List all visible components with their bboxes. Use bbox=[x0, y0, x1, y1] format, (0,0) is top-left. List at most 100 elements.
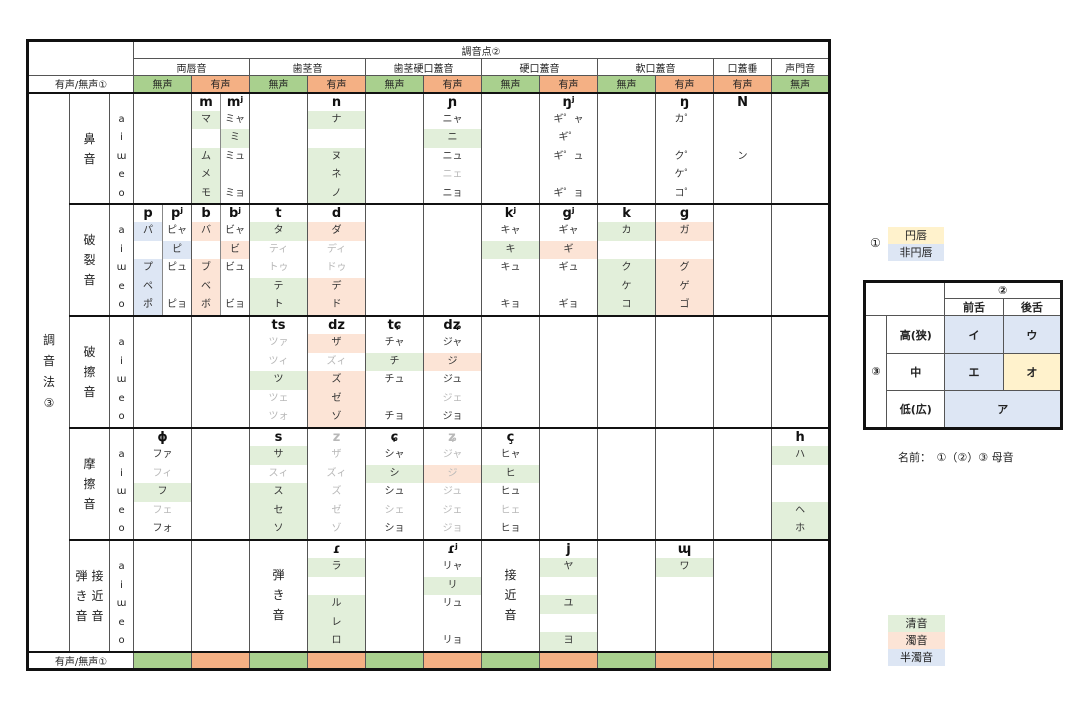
voicing-label: 有声/無声① bbox=[26, 75, 135, 94]
kana: ゾ bbox=[331, 523, 342, 535]
kana: ワ bbox=[656, 558, 713, 577]
kana: ゲ bbox=[656, 277, 713, 297]
ipa-symbol: dʑ bbox=[443, 318, 462, 334]
phoneme: pʲ ピャピピュ ピョ bbox=[162, 206, 191, 316]
ipa-symbol: N bbox=[737, 94, 748, 110]
phoneme-cell-r4c5: ɾʲ リャリリュ リョ bbox=[423, 539, 483, 653]
manner-label-4: 弾き音 接近音 bbox=[69, 539, 110, 653]
kana: モ bbox=[192, 184, 221, 204]
vowel-label: a bbox=[118, 225, 125, 237]
kana: キ bbox=[482, 240, 539, 260]
footer-voicing-5 bbox=[423, 650, 483, 670]
kana: ヒャ bbox=[500, 449, 521, 461]
kana: コ bbox=[598, 296, 655, 315]
phoneme-cell-r3c3: z ザズィズゼゾ bbox=[307, 427, 367, 541]
place-5: 口蓋垂 bbox=[713, 58, 773, 77]
kana: リ bbox=[424, 576, 481, 596]
ipa-symbol: ŋʲ bbox=[562, 94, 575, 110]
kana: ビョ bbox=[225, 299, 246, 311]
ipa-symbol: ŋ bbox=[679, 94, 690, 110]
kana: ショ bbox=[384, 523, 405, 535]
kana: チュ bbox=[384, 374, 405, 386]
ipa-symbol: s bbox=[274, 430, 283, 446]
kana bbox=[599, 241, 655, 260]
phoneme-cell-r0c6 bbox=[481, 91, 541, 205]
manner-char: 弾 bbox=[272, 568, 285, 583]
kana bbox=[367, 390, 423, 409]
legend-semi-voiced: 半濁音 bbox=[888, 649, 945, 666]
kana: ティ bbox=[268, 243, 289, 255]
manner-char: 破 bbox=[83, 233, 96, 248]
ipa-symbol: k bbox=[622, 206, 631, 222]
phoneme: mʲ ミャミミュ ミョ bbox=[220, 94, 249, 204]
kana: ム bbox=[192, 147, 221, 167]
phoneme-cell-r0c0 bbox=[133, 91, 193, 205]
vowel-label: i bbox=[120, 243, 123, 255]
phoneme-cell-r1c0: p パプペポ pʲ ピャピピュ ピョ bbox=[133, 203, 193, 317]
phoneme: tɕ チャチチュ チョ bbox=[366, 318, 423, 427]
kana: マ bbox=[192, 110, 221, 130]
manner-label-1: 破裂音 bbox=[69, 203, 110, 317]
kana: ギ bbox=[540, 240, 597, 260]
phoneme: ç ヒャヒヒュ ヒェ ヒョ bbox=[482, 430, 539, 539]
voicing-11: 無声 bbox=[771, 75, 831, 94]
kana: ザ bbox=[331, 449, 342, 461]
phoneme-cell-r1c5 bbox=[423, 203, 483, 317]
footer-voicing-10 bbox=[713, 650, 773, 670]
phoneme-cell-r2c5: dʑ ジャジジュ ジェ ジョ bbox=[423, 315, 483, 429]
voicing-7: 有声 bbox=[539, 75, 599, 94]
footer-voicing-0 bbox=[133, 650, 193, 670]
voicing-legend: 清音 濁音 半濁音 bbox=[888, 615, 945, 666]
kana: ジェ bbox=[442, 392, 463, 404]
kana: ホ bbox=[772, 520, 829, 539]
kana: ス bbox=[250, 483, 307, 502]
manner-char: 音 bbox=[83, 497, 96, 512]
manner-label-2: 破擦音 bbox=[69, 315, 110, 429]
phoneme: t タティ トゥテト bbox=[250, 206, 307, 315]
ipa-symbol: p bbox=[143, 206, 153, 222]
kana bbox=[541, 278, 597, 297]
name-formula: 名前： ①（②）③ 母音 bbox=[898, 451, 1014, 464]
kana: チ bbox=[366, 352, 423, 372]
kana: ヒョ bbox=[500, 523, 521, 535]
kana: キュ bbox=[500, 262, 521, 274]
kana: サ bbox=[250, 446, 307, 465]
phoneme: ʑ ジャジジュ ジェ ジョ bbox=[424, 430, 481, 539]
footer-voicing-6 bbox=[481, 650, 541, 670]
kana: ミ bbox=[221, 129, 249, 148]
phoneme-cell-r3c9 bbox=[655, 427, 715, 541]
kana: ギ゜ bbox=[558, 132, 579, 144]
manner-char: き bbox=[75, 588, 88, 603]
vowel-label: a bbox=[118, 561, 125, 573]
phoneme-cell-r4c2: 弾き音 bbox=[249, 539, 309, 653]
kana: ジュ bbox=[442, 374, 463, 386]
manner-char: き bbox=[272, 588, 285, 603]
phoneme-cell-r2c0 bbox=[133, 315, 193, 429]
kana bbox=[715, 166, 771, 185]
phoneme: d ダディ ドゥデド bbox=[308, 206, 365, 315]
vowel-label: e bbox=[118, 280, 125, 292]
phoneme-cell-r2c2: ts ツァ ツィツツェ ツォ bbox=[249, 315, 309, 429]
voicing-10: 有声 bbox=[713, 75, 773, 94]
phoneme-cell-r3c4: ɕ シャシシュ シェ ショ bbox=[365, 427, 425, 541]
ipa-symbol: ɾʲ bbox=[447, 542, 458, 558]
kana: ノ bbox=[308, 184, 365, 204]
kana: セ bbox=[250, 501, 307, 521]
manner-char: 音 bbox=[91, 608, 104, 623]
kana: ド bbox=[308, 296, 365, 315]
kana: シ bbox=[366, 464, 423, 484]
kana: ダ bbox=[308, 222, 365, 241]
kana bbox=[773, 483, 829, 502]
kana: スィ bbox=[268, 467, 289, 479]
kana: ペ bbox=[134, 277, 163, 297]
phoneme-cell-r3c2: s サスィスセソ bbox=[249, 427, 309, 541]
